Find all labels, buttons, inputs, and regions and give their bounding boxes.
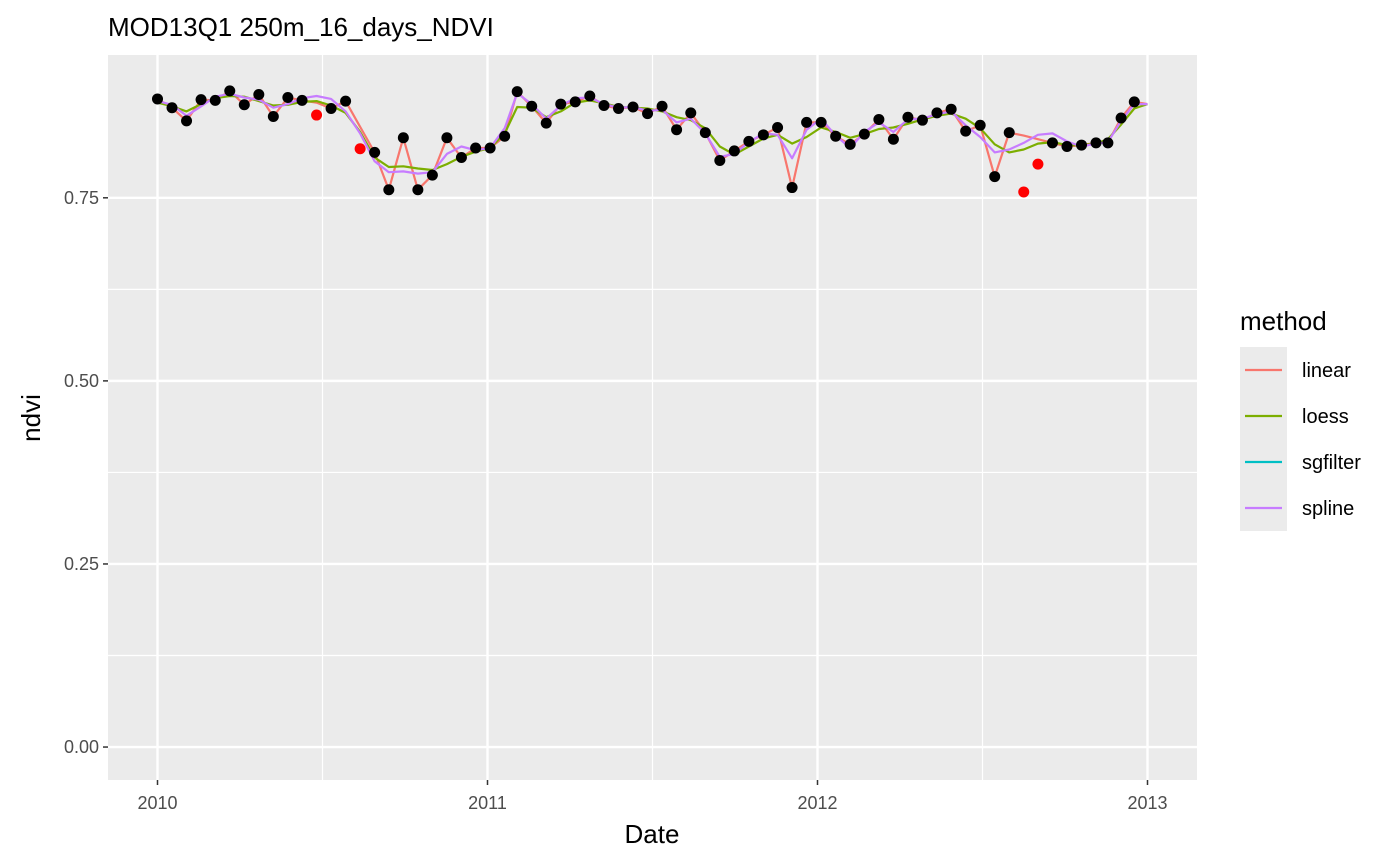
legend: method linear loess sgfilter spline	[1240, 306, 1361, 531]
data-point	[844, 138, 856, 150]
y-tick-label: 0.75	[64, 188, 99, 208]
data-point	[369, 146, 381, 158]
x-tick-label: 2013	[1127, 793, 1167, 813]
legend-label-linear: linear	[1302, 360, 1351, 382]
outlier-point	[354, 143, 366, 155]
data-point	[902, 111, 914, 123]
data-point	[470, 142, 482, 154]
data-point	[916, 114, 928, 126]
data-point	[887, 133, 899, 145]
data-point	[1090, 137, 1102, 149]
outlier-point	[1018, 186, 1030, 198]
data-point	[989, 171, 1001, 183]
series-line-spline	[157, 92, 1148, 175]
legend-label-loess: loess	[1302, 406, 1349, 428]
outlier-point	[311, 109, 323, 121]
x-tick-label: 2012	[797, 793, 837, 813]
data-point	[267, 111, 279, 123]
outlier-points	[311, 109, 1044, 198]
x-axis-title: Date	[625, 819, 680, 849]
data-point	[1046, 137, 1058, 149]
data-point	[455, 152, 467, 164]
data-point	[757, 129, 769, 141]
data-point	[383, 184, 395, 196]
x-tick-label: 2011	[468, 793, 507, 813]
data-point	[569, 96, 581, 108]
data-point	[484, 142, 496, 154]
axes: 0.00 0.25 0.50 0.75 2010 2011 2012 2013	[64, 188, 1168, 813]
y-tick-label: 0.25	[64, 554, 99, 574]
data-point	[1102, 137, 1114, 149]
data-point	[1115, 112, 1127, 124]
outlier-point	[1032, 158, 1044, 170]
data-point	[656, 100, 668, 112]
data-points	[152, 85, 1140, 196]
data-point	[642, 108, 654, 120]
data-point	[728, 145, 740, 157]
data-point	[325, 102, 337, 114]
data-point	[743, 135, 755, 147]
data-point	[801, 116, 813, 128]
data-point	[815, 116, 827, 128]
data-point	[426, 169, 438, 181]
y-axis-title: ndvi	[16, 394, 46, 442]
data-point	[584, 90, 596, 102]
x-tick-label: 2010	[137, 793, 177, 813]
y-tick-label: 0.00	[64, 737, 99, 757]
data-point	[1128, 96, 1140, 108]
data-point	[598, 100, 610, 112]
data-point	[627, 101, 639, 113]
data-point	[224, 85, 236, 97]
data-point	[441, 132, 453, 144]
data-point	[1076, 139, 1087, 151]
data-point	[296, 94, 308, 106]
legend-label-spline: spline	[1302, 498, 1354, 520]
data-point	[671, 124, 683, 136]
data-point	[253, 89, 265, 101]
data-point	[1003, 127, 1015, 139]
data-point	[685, 107, 697, 119]
data-point	[960, 125, 972, 137]
data-point	[974, 119, 986, 131]
data-point	[195, 94, 207, 106]
series-lines	[156, 89, 1148, 191]
data-point	[873, 113, 885, 125]
data-point	[282, 91, 294, 103]
data-point	[931, 107, 943, 119]
data-point	[540, 117, 552, 129]
data-point	[699, 127, 711, 139]
data-point	[340, 95, 352, 107]
data-point	[772, 122, 784, 133]
grid-lines	[108, 55, 1197, 780]
data-point	[555, 98, 567, 110]
y-tick-label: 0.50	[64, 371, 99, 391]
data-point	[511, 86, 523, 98]
data-point	[1061, 141, 1073, 153]
data-point	[152, 93, 163, 105]
legend-label-sgfilter: sgfilter	[1302, 452, 1361, 474]
data-point	[397, 132, 409, 144]
data-point	[613, 102, 625, 114]
data-point	[238, 99, 250, 111]
data-point	[412, 184, 424, 196]
data-point	[181, 115, 193, 127]
legend-title: method	[1240, 306, 1327, 336]
data-point	[945, 103, 957, 115]
data-point	[830, 130, 842, 142]
data-point	[166, 102, 178, 114]
data-point	[526, 100, 538, 112]
data-point	[786, 182, 798, 194]
data-point	[209, 94, 221, 106]
data-point	[714, 154, 726, 166]
data-point	[858, 128, 870, 140]
data-point	[499, 130, 511, 142]
chart-title: MOD13Q1 250m_16_days_NDVI	[108, 12, 494, 42]
